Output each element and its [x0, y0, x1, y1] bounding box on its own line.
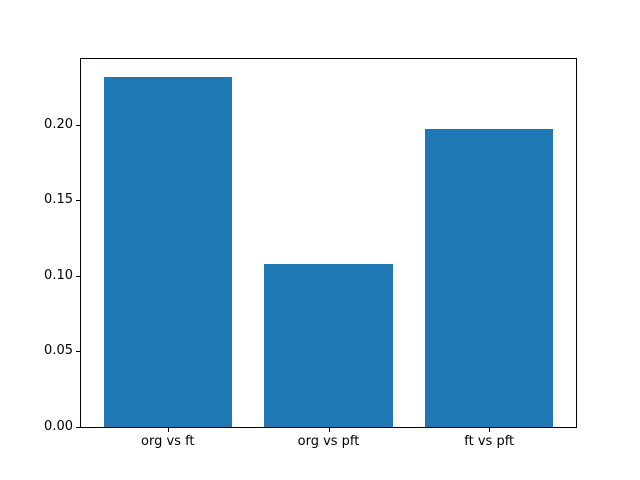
y-tick-label: 0.10 [44, 267, 73, 283]
x-tick-mark [329, 428, 330, 432]
bar-org-vs-ft [103, 76, 233, 427]
x-tick-label-ft-vs-pft: ft vs pft [464, 434, 515, 449]
bar-ft-vs-pft [424, 129, 554, 427]
x-tick-mark [168, 428, 169, 432]
y-tick-label: 0.20 [44, 116, 73, 132]
y-tick-mark [76, 125, 80, 126]
y-tick-mark [76, 200, 80, 201]
bar-org-vs-pft [264, 263, 393, 427]
y-tick-mark [76, 351, 80, 352]
y-tick-mark [76, 276, 80, 277]
x-tick-mark [489, 428, 490, 432]
y-tick-label: 0.05 [44, 343, 73, 359]
x-tick-label-org-vs-ft: org vs ft [141, 434, 195, 449]
axes: 0.00 0.05 0.10 0.15 0.20 org vs ft org vs pft… [44, 58, 577, 449]
y-tick-mark [76, 427, 80, 428]
y-tick-label: 0.00 [44, 419, 73, 434]
x-tick-label-org-vs-pft: org vs pft [297, 434, 360, 449]
y-tick-label: 0.15 [44, 192, 73, 208]
